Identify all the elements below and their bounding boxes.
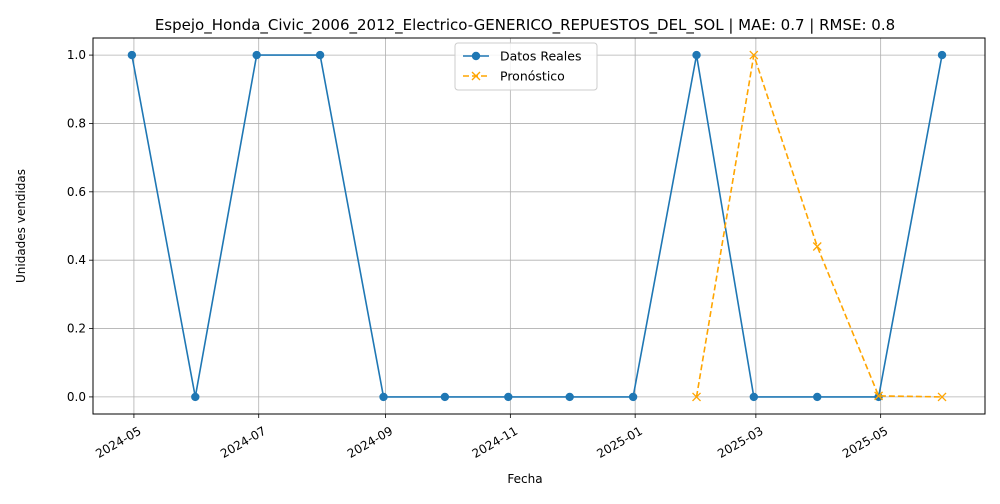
series-line-pronostico <box>695 54 943 398</box>
data-point <box>749 392 759 402</box>
chart-title: Espejo_Honda_Civic_2006_2012_Electrico-G… <box>155 16 895 35</box>
y-tick-label: 0.0 <box>67 390 86 404</box>
data-point <box>565 392 574 402</box>
data-point <box>812 242 822 251</box>
data-point <box>379 392 388 402</box>
x-marker-stroke <box>874 391 884 401</box>
y-axis-label: Unidades vendidas <box>14 169 28 283</box>
legend-entry: Pronóstico <box>463 69 565 84</box>
x-marker-stroke <box>812 242 822 251</box>
data-point <box>813 392 822 402</box>
legend-marker <box>471 51 481 61</box>
data-point <box>127 50 137 60</box>
data-point <box>749 50 759 60</box>
y-tick-label: 1.0 <box>67 48 86 62</box>
legend-label: Pronóstico <box>500 69 565 84</box>
y-tick-label: 0.2 <box>67 322 86 336</box>
data-point <box>937 392 947 402</box>
legend: Datos Reales Pronóstico <box>454 42 598 91</box>
series-layer <box>127 50 947 402</box>
data-point <box>937 50 947 60</box>
plot-frame <box>92 37 986 415</box>
data-point <box>315 50 325 60</box>
legend-label: Datos Reales <box>500 49 581 64</box>
y-tick-label: 0.4 <box>67 253 86 267</box>
data-point <box>628 392 638 402</box>
series-line-datos-reales <box>131 54 943 398</box>
x-marker-stroke <box>749 50 759 60</box>
data-point <box>874 392 883 402</box>
x-axis-label: Fecha <box>507 472 542 486</box>
x-marker-stroke <box>692 392 701 402</box>
data-point <box>874 391 884 401</box>
data-point <box>440 392 450 402</box>
x-marker-stroke <box>937 392 947 402</box>
data-point <box>692 50 701 60</box>
data-point <box>252 50 261 60</box>
grid <box>93 38 985 414</box>
legend-entry: Datos Reales <box>463 49 581 64</box>
data-point <box>692 392 701 402</box>
y-tick-label: 0.8 <box>67 116 86 130</box>
data-point <box>504 392 513 402</box>
data-point <box>191 392 200 402</box>
legend-box <box>454 42 598 91</box>
legend-marker <box>471 71 481 81</box>
y-tick-label: 0.6 <box>67 185 86 199</box>
